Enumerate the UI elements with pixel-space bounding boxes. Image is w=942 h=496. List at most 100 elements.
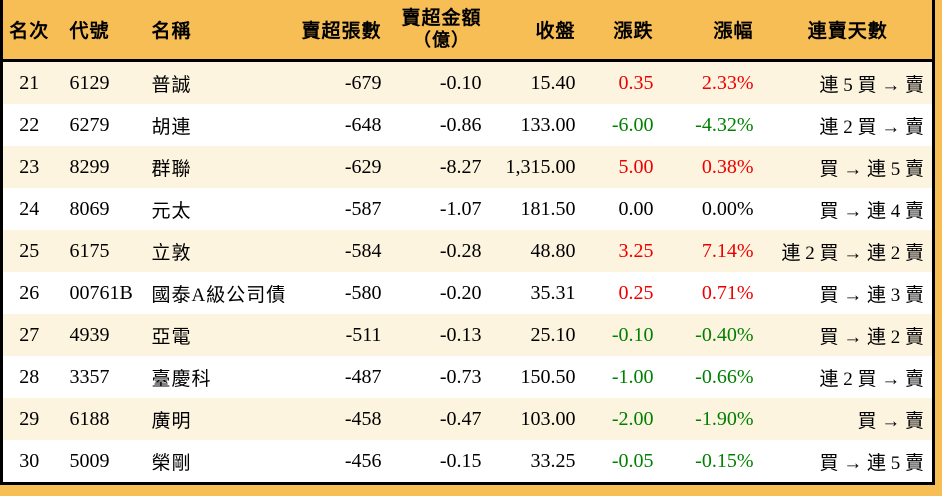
cell-sell-volume: -648 bbox=[344, 113, 382, 136]
cell-name: 立敦 bbox=[151, 242, 192, 264]
cell-streak: 連 2 買 → 連 2 賣 bbox=[781, 242, 924, 264]
cell-close: 103.00 bbox=[520, 407, 576, 430]
cell-streak: 連 5 買 → 賣 bbox=[819, 74, 924, 96]
cell-change: -6.00 bbox=[611, 113, 654, 136]
col-header-sell-amount-line1: 賣超金額 bbox=[401, 8, 482, 30]
cell-rank: 29 bbox=[19, 407, 40, 430]
cell-close: 15.40 bbox=[530, 71, 576, 94]
cell-sell-amount: -0.13 bbox=[439, 323, 482, 346]
cell-close: 33.25 bbox=[530, 449, 576, 472]
cell-change-pct: 0.00% bbox=[701, 197, 754, 220]
cell-rank: 21 bbox=[19, 71, 40, 94]
cell-close: 48.80 bbox=[530, 239, 576, 262]
cell-rank: 27 bbox=[19, 323, 40, 346]
cell-rank: 23 bbox=[19, 155, 40, 178]
cell-code: 6129 bbox=[69, 71, 110, 94]
cell-change-pct: -1.90% bbox=[695, 407, 754, 430]
cell-close: 35.31 bbox=[530, 281, 576, 304]
cell-name: 普誠 bbox=[151, 74, 192, 96]
cell-change-pct: 0.38% bbox=[701, 155, 754, 178]
cell-sell-volume: -584 bbox=[344, 239, 382, 262]
cell-change: 3.25 bbox=[618, 239, 654, 262]
cell-rank: 25 bbox=[19, 239, 40, 262]
stock-row[interactable]: 23 8299 群聯 -629 -8.27 1,315.00 5.00 0.38… bbox=[1, 146, 934, 188]
cell-rank: 24 bbox=[19, 197, 40, 220]
cell-rank: 28 bbox=[19, 365, 40, 388]
col-header-sell-amount: 賣超金額 （億） bbox=[391, 0, 492, 62]
cell-close: 133.00 bbox=[520, 113, 576, 136]
stock-row[interactable]: 29 6188 廣明 -458 -0.47 103.00 -2.00 -1.90… bbox=[1, 398, 934, 440]
cell-sell-amount: -0.73 bbox=[439, 365, 482, 388]
cell-rank: 26 bbox=[19, 281, 40, 304]
cell-name: 元太 bbox=[151, 200, 192, 222]
cell-close: 1,315.00 bbox=[505, 155, 576, 178]
col-header-rank: 名次 bbox=[1, 0, 56, 62]
cell-change: -0.05 bbox=[611, 449, 654, 472]
cell-sell-volume: -679 bbox=[344, 71, 382, 94]
cell-rank: 22 bbox=[19, 113, 40, 136]
cell-change-pct: 7.14% bbox=[701, 239, 754, 262]
stock-row[interactable]: 24 8069 元太 -587 -1.07 181.50 0.00 0.00% … bbox=[1, 188, 934, 230]
cell-change-pct: -4.32% bbox=[695, 113, 754, 136]
cell-close: 181.50 bbox=[520, 197, 576, 220]
cell-change-pct: 2.33% bbox=[701, 71, 754, 94]
cell-code: 8069 bbox=[69, 197, 110, 220]
cell-rank: 30 bbox=[19, 449, 40, 472]
sell-ranking-table: 名次 代號 名稱 賣超張數 賣超金額 （億） 收盤 漲跌 漲幅 連賣天數 21 … bbox=[0, 0, 935, 485]
stock-row[interactable]: 27 4939 亞電 -511 -0.13 25.10 -0.10 -0.40%… bbox=[1, 314, 934, 356]
col-header-change-pct: 漲幅 bbox=[663, 0, 764, 62]
cell-streak: 連 2 買 → 賣 bbox=[819, 368, 924, 390]
cell-code: 3357 bbox=[69, 365, 110, 388]
cell-change-pct: -0.40% bbox=[695, 323, 754, 346]
cell-code: 6188 bbox=[69, 407, 110, 430]
col-header-close: 收盤 bbox=[491, 0, 586, 62]
cell-code: 6175 bbox=[69, 239, 110, 262]
stock-row[interactable]: 26 00761B 國泰A級公司債 -580 -0.20 35.31 0.25 … bbox=[1, 272, 934, 314]
cell-code: 5009 bbox=[69, 449, 110, 472]
cell-close: 150.50 bbox=[520, 365, 576, 388]
stock-row[interactable]: 21 6129 普誠 -679 -0.10 15.40 0.35 2.33% 連… bbox=[1, 60, 934, 104]
col-header-sell-volume: 賣超張數 bbox=[297, 0, 392, 62]
col-header-change: 漲跌 bbox=[585, 0, 664, 62]
cell-change-pct: -0.66% bbox=[695, 365, 754, 388]
header-row: 名次 代號 名稱 賣超張數 賣超金額 （億） 收盤 漲跌 漲幅 連賣天數 bbox=[1, 0, 934, 62]
cell-name: 亞電 bbox=[151, 326, 192, 348]
cell-change: 5.00 bbox=[618, 155, 654, 178]
cell-sell-amount: -0.10 bbox=[439, 71, 482, 94]
cell-sell-volume: -511 bbox=[345, 323, 382, 346]
cell-name: 國泰A級公司債 bbox=[151, 284, 287, 306]
cell-name: 臺慶科 bbox=[151, 368, 212, 390]
cell-sell-volume: -487 bbox=[344, 365, 382, 388]
cell-sell-amount: -0.86 bbox=[439, 113, 482, 136]
cell-code: 00761B bbox=[69, 281, 133, 304]
cell-change-pct: 0.71% bbox=[701, 281, 754, 304]
stock-row[interactable]: 30 5009 榮剛 -456 -0.15 33.25 -0.05 -0.15%… bbox=[1, 440, 934, 484]
stock-row[interactable]: 28 3357 臺慶科 -487 -0.73 150.50 -1.00 -0.6… bbox=[1, 356, 934, 398]
col-header-streak: 連賣天數 bbox=[763, 0, 934, 62]
cell-code: 8299 bbox=[69, 155, 110, 178]
cell-sell-amount: -0.28 bbox=[439, 239, 482, 262]
cell-name: 廣明 bbox=[151, 410, 192, 432]
cell-streak: 買 → 連 5 賣 bbox=[819, 158, 924, 180]
cell-streak: 連 2 買 → 賣 bbox=[819, 116, 924, 138]
cell-streak: 買 → 連 2 賣 bbox=[819, 326, 924, 348]
cell-close: 25.10 bbox=[530, 323, 576, 346]
cell-sell-volume: -456 bbox=[344, 449, 382, 472]
cell-code: 4939 bbox=[69, 323, 110, 346]
cell-sell-volume: -629 bbox=[344, 155, 382, 178]
cell-change: 0.25 bbox=[618, 281, 654, 304]
cell-sell-volume: -458 bbox=[344, 407, 382, 430]
cell-streak: 買 → 連 3 賣 bbox=[819, 284, 924, 306]
cell-sell-volume: -580 bbox=[344, 281, 382, 304]
cell-change: -2.00 bbox=[611, 407, 654, 430]
cell-sell-volume: -587 bbox=[344, 197, 382, 220]
cell-name: 榮剛 bbox=[151, 452, 192, 474]
cell-sell-amount: -0.15 bbox=[439, 449, 482, 472]
stock-row[interactable]: 25 6175 立敦 -584 -0.28 48.80 3.25 7.14% 連… bbox=[1, 230, 934, 272]
stock-row[interactable]: 22 6279 胡連 -648 -0.86 133.00 -6.00 -4.32… bbox=[1, 104, 934, 146]
cell-sell-amount: -0.20 bbox=[439, 281, 482, 304]
cell-streak: 買 → 連 5 賣 bbox=[819, 452, 924, 474]
cell-change-pct: -0.15% bbox=[695, 449, 754, 472]
cell-code: 6279 bbox=[69, 113, 110, 136]
